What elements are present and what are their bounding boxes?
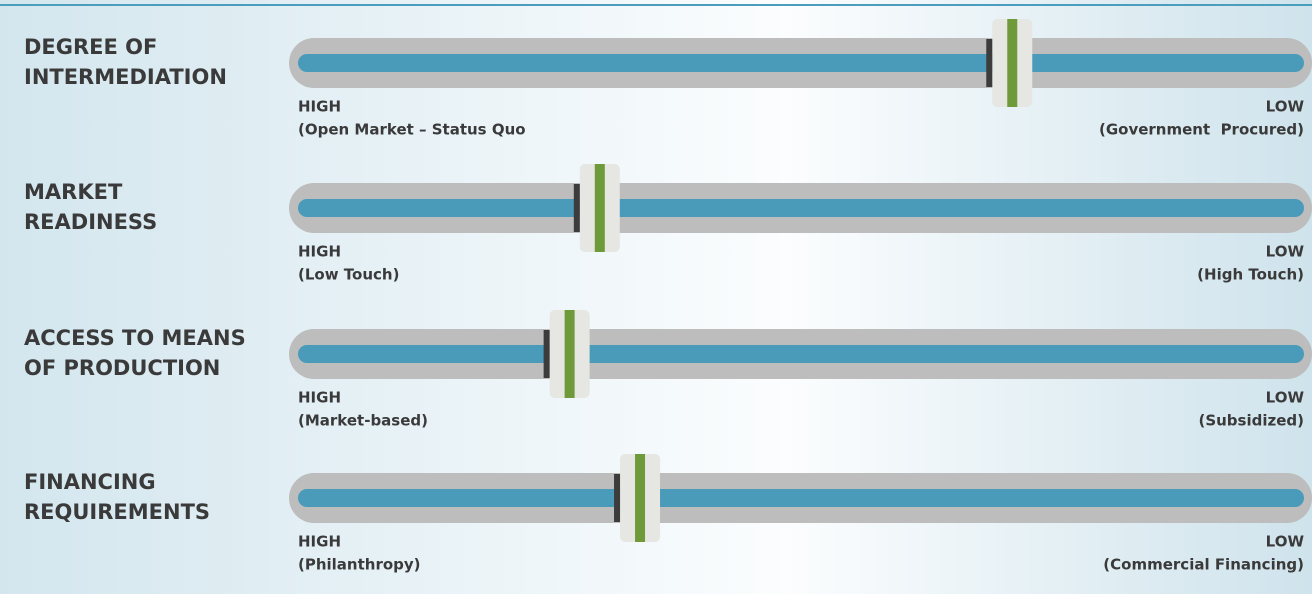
left-label: HIGH <box>298 98 341 116</box>
right-label: LOW <box>1266 243 1305 261</box>
track-fill <box>298 489 1304 507</box>
right-label: (Commercial Financing) <box>1103 556 1304 574</box>
knob-shadow <box>614 474 621 522</box>
left-label: HIGH <box>298 243 341 261</box>
row-title: OF PRODUCTION <box>24 356 220 380</box>
slider-knob <box>543 310 590 398</box>
row-title: FINANCING <box>24 470 156 494</box>
slider-knob <box>614 454 661 542</box>
left-label: HIGH <box>298 533 341 551</box>
knob-indicator <box>594 164 605 252</box>
left-label: (Low Touch) <box>298 266 399 284</box>
row-title: INTERMEDIATION <box>24 65 227 89</box>
row-title: READINESS <box>24 210 157 234</box>
knob-shadow <box>543 330 550 378</box>
left-label: (Open Market – Status Quo <box>298 121 526 139</box>
row-title: DEGREE OF <box>24 35 157 59</box>
right-label: (Subsidized) <box>1198 412 1304 430</box>
track-fill <box>298 199 1304 217</box>
knob-indicator <box>564 310 575 398</box>
left-label: HIGH <box>298 389 341 407</box>
slider-knob <box>573 164 620 252</box>
left-label: (Philanthropy) <box>298 556 421 574</box>
knob-indicator <box>1007 19 1018 107</box>
track-fill <box>298 54 1304 72</box>
right-label: (Government Procured) <box>1099 121 1304 139</box>
row-title: MARKET <box>24 180 123 204</box>
left-label: (Market-based) <box>298 412 428 430</box>
top-rule <box>0 4 1312 6</box>
right-label: LOW <box>1266 533 1305 551</box>
row-title: ACCESS TO MEANS <box>24 326 246 350</box>
right-label: LOW <box>1266 389 1305 407</box>
track-fill <box>298 345 1304 363</box>
right-label: (High Touch) <box>1197 266 1304 284</box>
knob-shadow <box>986 39 993 87</box>
slider-knob <box>986 19 1033 107</box>
knob-indicator <box>635 454 646 542</box>
row-title: REQUIREMENTS <box>24 500 210 524</box>
knob-shadow <box>573 184 580 232</box>
right-label: LOW <box>1266 98 1305 116</box>
